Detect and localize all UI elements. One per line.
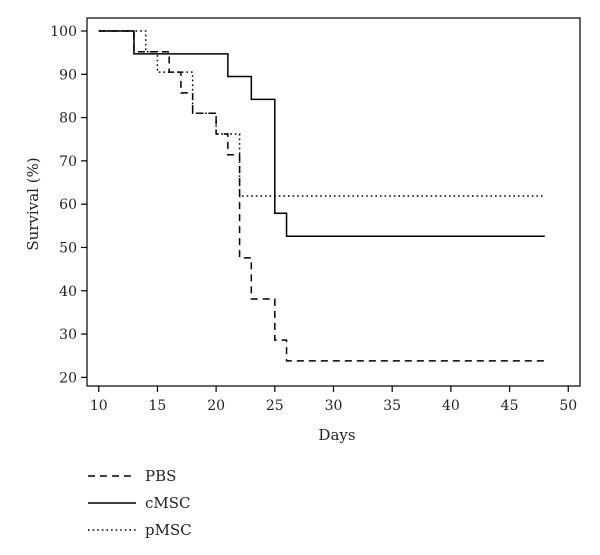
legend-label-pbs: PBS [145,467,176,485]
x-tick-label: 25 [266,398,284,414]
y-tick-label: 40 [59,284,77,300]
x-tick-label: 10 [90,398,108,414]
x-tick-label: 40 [442,398,460,414]
legend-label-pmsc: pMSC [145,521,192,539]
series-line-pmsc [98,30,545,197]
y-axis-title: Survival (%) [24,157,42,250]
x-tick-label: 35 [383,398,401,414]
x-tick-label: 50 [559,398,577,414]
y-tick-label: 20 [59,370,77,386]
plot-frame [86,17,581,387]
x-tick-label: 45 [501,398,519,414]
y-tick-label: 30 [59,327,77,343]
x-tick-label: 20 [207,398,225,414]
x-axis: 10 15 20 25 30 35 40 45 50 [90,386,577,414]
x-tick-label: 30 [325,398,343,414]
y-tick-label: 100 [50,24,77,40]
y-axis: 20 30 40 50 60 70 80 90 100 [50,24,87,386]
legend: PBS cMSC pMSC [88,467,192,539]
series-line-cmsc [98,30,545,237]
x-axis-title: Days [318,426,355,444]
series-layer [98,30,545,362]
y-tick-label: 60 [59,197,77,213]
series-line-pbs [98,30,545,362]
legend-label-cmsc: cMSC [145,494,191,512]
y-tick-label: 50 [59,240,77,256]
y-tick-label: 70 [59,154,77,170]
y-tick-label: 90 [59,67,77,83]
x-tick-label: 15 [149,398,167,414]
plot-area-border [86,17,581,387]
y-tick-label: 80 [59,111,77,127]
